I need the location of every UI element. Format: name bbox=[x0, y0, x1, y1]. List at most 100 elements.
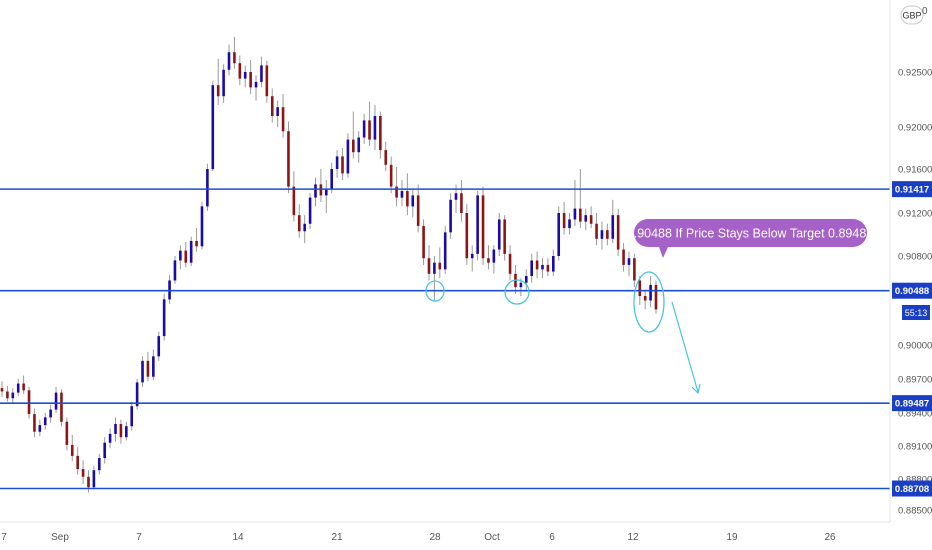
candle-body bbox=[443, 232, 447, 270]
candle-body bbox=[184, 250, 188, 263]
candle bbox=[287, 121, 290, 194]
candle bbox=[508, 245, 512, 281]
candle-body bbox=[633, 258, 636, 281]
support-resistance-lines[interactable] bbox=[0, 188, 890, 490]
annotation-callout[interactable]: 0.90488 If Price Stays Below Target 0.89… bbox=[627, 219, 874, 258]
candle-body bbox=[270, 96, 274, 116]
price-tick-label: 0.92000 bbox=[898, 123, 932, 134]
candle-body bbox=[70, 444, 74, 456]
candle-body bbox=[76, 455, 79, 470]
currency-badge[interactable]: GBP bbox=[900, 5, 924, 25]
time-tick-label: 21 bbox=[331, 532, 343, 543]
level-price-label-text: 0.89487 bbox=[895, 399, 929, 410]
candle bbox=[341, 148, 344, 180]
candle-body bbox=[276, 107, 279, 116]
candle bbox=[200, 202, 204, 250]
candle bbox=[206, 163, 209, 211]
candle bbox=[179, 245, 182, 270]
candle-body bbox=[152, 356, 155, 377]
candle bbox=[622, 243, 625, 272]
candle bbox=[514, 264, 517, 294]
level-price-label: 0.89487 bbox=[892, 395, 932, 412]
candle bbox=[654, 280, 658, 314]
candle bbox=[319, 169, 323, 202]
candle bbox=[184, 242, 188, 268]
level-price-label: 0.88708 bbox=[892, 480, 932, 497]
candle bbox=[233, 36, 236, 69]
candle-body bbox=[173, 260, 177, 281]
candle bbox=[330, 162, 334, 194]
candle-body bbox=[81, 469, 85, 477]
candle bbox=[357, 131, 361, 163]
candle bbox=[108, 428, 112, 449]
candle-body bbox=[308, 197, 312, 224]
candle bbox=[416, 184, 420, 233]
plot-area[interactable] bbox=[0, 36, 890, 493]
candle-body bbox=[589, 215, 593, 224]
price-tick-label: 0.90000 bbox=[898, 341, 932, 352]
candle-body bbox=[573, 208, 577, 220]
time-axis[interactable]: 7 Sep 7 14 21 28 Oct 6 12 19 26 bbox=[0, 521, 890, 543]
candle-body bbox=[227, 52, 231, 70]
candle bbox=[270, 88, 274, 123]
time-tick-label: 14 bbox=[232, 532, 244, 543]
candle-body bbox=[368, 120, 371, 140]
candle bbox=[352, 111, 355, 159]
candle-body bbox=[162, 299, 166, 337]
candle-body bbox=[38, 425, 42, 432]
candle bbox=[146, 351, 150, 382]
countdown-label: 55:13 bbox=[902, 305, 930, 320]
level-price-label-text: 0.88708 bbox=[895, 484, 929, 495]
candle-body bbox=[65, 421, 69, 445]
candle bbox=[103, 437, 106, 464]
candle-body bbox=[400, 191, 404, 198]
candle-body bbox=[616, 215, 620, 250]
candle-body bbox=[579, 208, 582, 222]
price-axis[interactable]: 0.92500 0.92000 0.91600 0.91200 0.90800 0.900… bbox=[889, 0, 932, 522]
price-tick-label: 0.90800 bbox=[898, 252, 932, 263]
time-tick-label: 19 bbox=[726, 532, 738, 543]
candle bbox=[238, 55, 242, 86]
candle-body bbox=[146, 360, 150, 377]
candle bbox=[65, 417, 69, 451]
candle-body bbox=[341, 156, 344, 174]
candle bbox=[438, 247, 442, 279]
candle-body bbox=[422, 225, 425, 259]
candle-body bbox=[265, 65, 269, 97]
candle bbox=[189, 236, 193, 267]
candle bbox=[119, 419, 123, 444]
price-tick-label: 0.89400 bbox=[898, 409, 932, 420]
candle-body bbox=[535, 260, 539, 270]
candle-body bbox=[654, 284, 658, 310]
candle-body bbox=[357, 137, 361, 153]
level-price-label-bg bbox=[892, 395, 932, 412]
candle-body bbox=[487, 258, 490, 263]
touch-marker bbox=[425, 280, 445, 302]
candle bbox=[422, 219, 425, 265]
candle bbox=[400, 180, 404, 207]
candle-body bbox=[346, 139, 350, 174]
candle-body bbox=[406, 191, 409, 207]
candle-body bbox=[189, 240, 193, 263]
candle bbox=[227, 44, 231, 76]
price-axis-ticks: 0.92500 0.92000 0.91600 0.91200 0.90800 0.900… bbox=[898, 68, 932, 517]
candle-body bbox=[519, 282, 523, 288]
candle bbox=[443, 225, 447, 274]
time-tick-label: 7 bbox=[1, 532, 7, 543]
candle bbox=[584, 208, 588, 231]
candle bbox=[449, 193, 452, 239]
price-tick-label: 0.92500 bbox=[898, 68, 932, 79]
candle bbox=[16, 379, 20, 396]
candle-body bbox=[141, 360, 144, 383]
time-tick-label: Sep bbox=[51, 532, 69, 543]
price-tick-label: 0.91600 bbox=[898, 165, 932, 176]
candle bbox=[406, 173, 409, 216]
candle-body bbox=[643, 296, 647, 301]
candle-body bbox=[108, 433, 112, 443]
level-price-label-bg bbox=[892, 480, 932, 497]
candle bbox=[162, 293, 166, 341]
candle-body bbox=[552, 256, 555, 272]
candle bbox=[595, 213, 598, 246]
candle-body bbox=[497, 219, 501, 250]
